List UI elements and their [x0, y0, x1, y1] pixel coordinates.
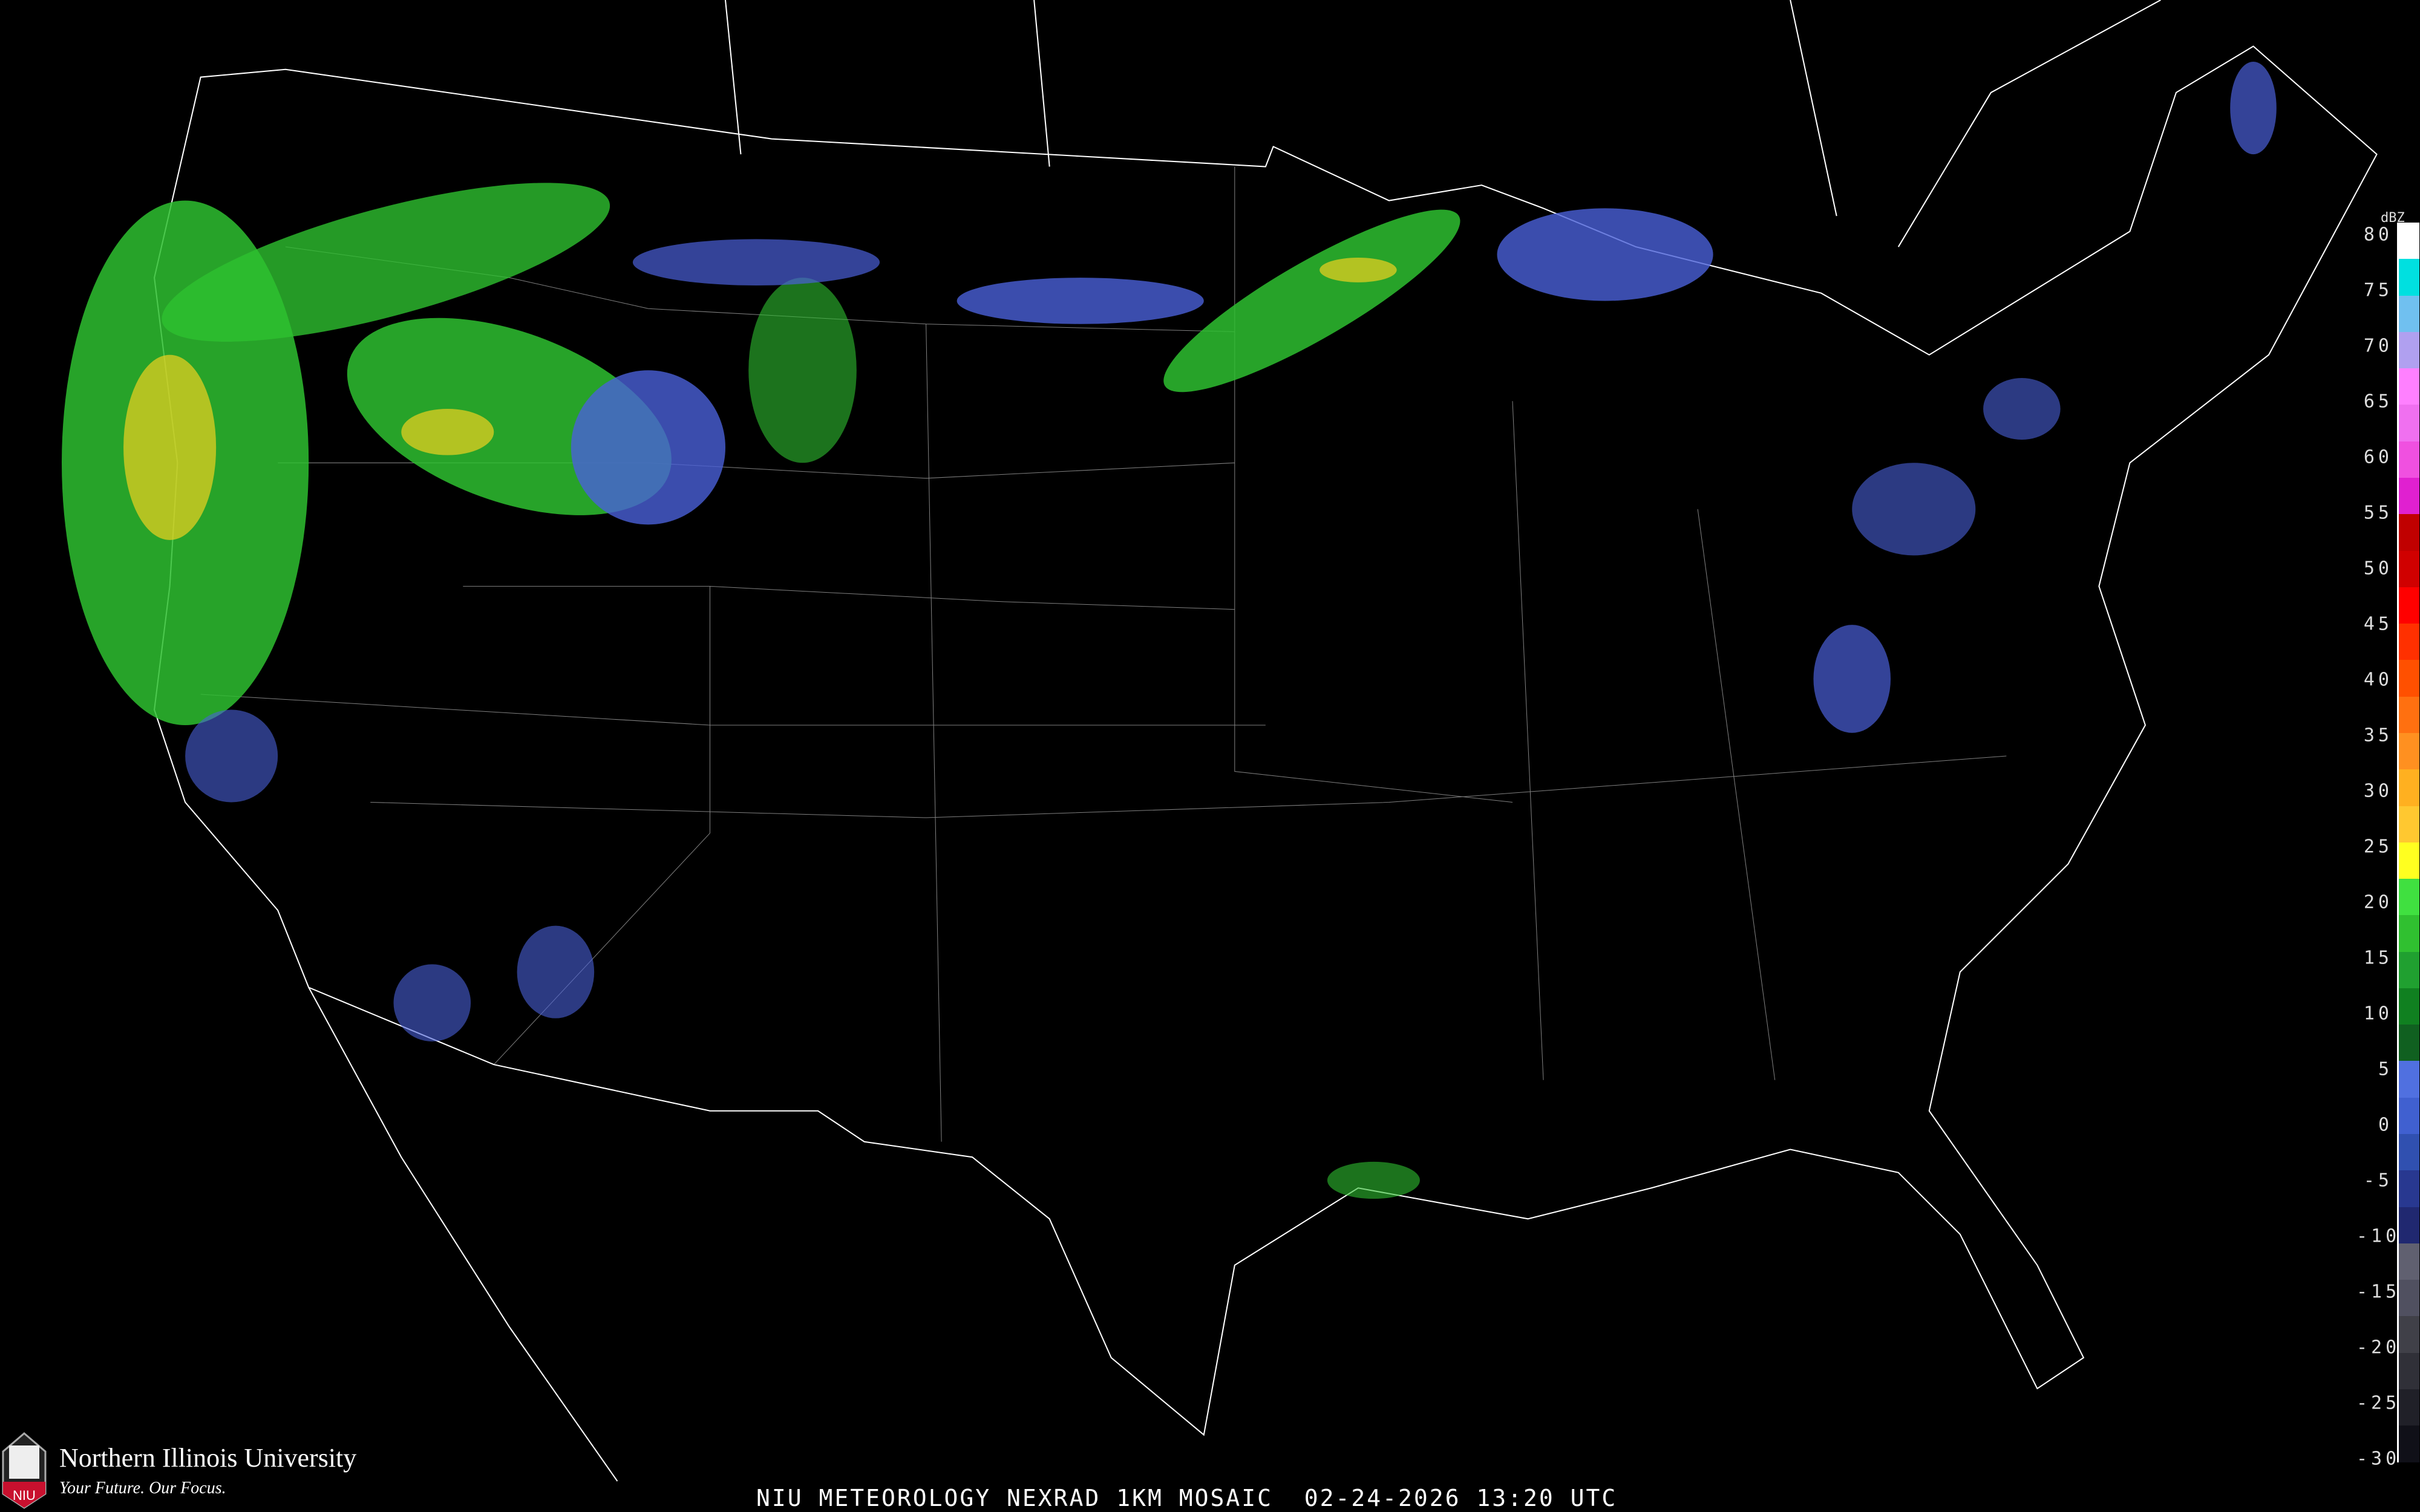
- legend-swatch: [2399, 842, 2419, 879]
- legend-label: 0: [2378, 1114, 2393, 1136]
- legend-label: 10: [2363, 1003, 2393, 1025]
- legend-swatch: [2399, 368, 2419, 405]
- legend-label: 75: [2363, 279, 2393, 301]
- legend-label: 25: [2363, 836, 2393, 858]
- niu-shield-icon: NIU: [2, 1432, 47, 1509]
- legend-swatch: [2399, 879, 2419, 916]
- legend-swatch: [2399, 259, 2419, 296]
- legend-swatch: [2399, 660, 2419, 697]
- legend-swatch: [2399, 1061, 2419, 1098]
- legend-label: -20: [2356, 1337, 2401, 1358]
- legend-swatch: [2399, 223, 2419, 259]
- legend-swatch: [2399, 587, 2419, 624]
- legend-swatch: [2399, 1025, 2419, 1061]
- university-name: Northern Illinois University: [59, 1443, 357, 1473]
- legend-label: 65: [2363, 391, 2393, 412]
- legend-label: 15: [2363, 947, 2393, 969]
- legend-label: -15: [2356, 1281, 2401, 1303]
- legend-label: 45: [2363, 613, 2393, 635]
- legend-swatch: [2399, 915, 2419, 952]
- legend-swatch: [2399, 1207, 2419, 1243]
- legend-swatch: [2399, 405, 2419, 442]
- legend-swatch: [2399, 1316, 2419, 1353]
- legend-swatch: [2399, 1389, 2419, 1426]
- legend-label: 30: [2363, 780, 2393, 802]
- legend-label: -10: [2356, 1225, 2401, 1247]
- legend-swatch: [2399, 1097, 2419, 1135]
- legend-label: 40: [2363, 669, 2393, 691]
- legend-swatch: [2399, 331, 2419, 369]
- legend-swatch: [2399, 951, 2419, 988]
- legend-label: 60: [2363, 446, 2393, 468]
- university-tagline: Your Future. Our Focus.: [59, 1479, 226, 1497]
- legend-swatch: [2399, 1426, 2419, 1462]
- legend-swatch: [2399, 624, 2419, 660]
- legend-swatch: [2399, 769, 2419, 806]
- legend-swatch: [2399, 696, 2419, 733]
- legend-label: 35: [2363, 725, 2393, 746]
- legend-swatch: [2399, 477, 2419, 515]
- legend-label: 70: [2363, 335, 2393, 357]
- legend-swatch: [2399, 1280, 2419, 1317]
- legend-swatch: [2399, 988, 2419, 1025]
- legend-label: 20: [2363, 891, 2393, 913]
- legend-swatch: [2399, 1352, 2419, 1389]
- legend-swatch: [2399, 514, 2419, 551]
- legend-swatch: [2399, 1170, 2419, 1207]
- legend-swatch: [2399, 295, 2419, 332]
- legend-label: 55: [2363, 502, 2393, 524]
- legend-label: -5: [2363, 1170, 2393, 1191]
- legend-swatch: [2399, 732, 2419, 770]
- legend-swatch: [2399, 550, 2419, 587]
- legend-label: 80: [2363, 224, 2393, 246]
- legend-swatch: [2399, 806, 2419, 842]
- legend-label: -25: [2356, 1392, 2401, 1414]
- legend-label: 50: [2363, 558, 2393, 579]
- legend-swatch: [2399, 1134, 2419, 1171]
- svg-text:NIU: NIU: [13, 1488, 36, 1503]
- legend-label: -30: [2356, 1448, 2401, 1470]
- legend-swatch: [2399, 441, 2419, 478]
- legend-label: 5: [2378, 1058, 2393, 1080]
- niu-logo: NIU Northern Illinois University Your Fu…: [0, 1430, 356, 1511]
- reflectivity-legend: [2397, 223, 2419, 1462]
- map-caption: NIU METEOROLOGY NEXRAD 1KM MOSAIC 02-24-…: [756, 1485, 1618, 1511]
- radar-echoes: [62, 62, 2277, 1199]
- legend-swatch: [2399, 1243, 2419, 1280]
- state-borders: [200, 166, 2007, 1142]
